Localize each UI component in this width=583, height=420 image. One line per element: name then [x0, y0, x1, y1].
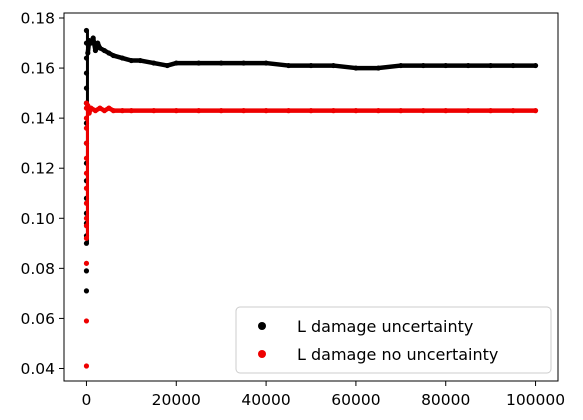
y-tick-label: 0.16	[20, 60, 55, 78]
plot-frame	[63, 12, 559, 382]
legend-box	[235, 306, 552, 374]
data-point	[83, 363, 90, 369]
x-tick-label: 80000	[421, 391, 470, 409]
legend-label-l-damage-no-uncertainty: L damage no uncertainty	[297, 345, 498, 364]
y-tick-label: 0.18	[20, 10, 55, 28]
series-trace-l-damage-no-uncertainty	[85, 103, 538, 116]
data-point	[83, 260, 90, 266]
legend-marker-l-damage-no-uncertainty	[258, 350, 266, 358]
legend-label-l-damage-uncertainty: L damage uncertainty	[297, 317, 473, 336]
data-point	[83, 268, 90, 274]
legend: L damage uncertainty L damage no uncerta…	[235, 306, 552, 374]
series-layer	[83, 27, 539, 369]
legend-marker-l-damage-uncertainty	[258, 322, 266, 330]
y-tick-label: 0.12	[20, 160, 55, 178]
y-tick-label: 0.06	[20, 310, 55, 328]
x-tick-label: 20000	[152, 391, 201, 409]
x-tick-label: 0	[82, 391, 92, 409]
series-l-damage-no-uncertainty	[83, 100, 539, 369]
x-tick-label: 100000	[506, 391, 565, 409]
data-point	[83, 318, 90, 324]
x-tick-label: 40000	[241, 391, 290, 409]
y-tick-label: 0.10	[20, 210, 55, 228]
y-tick-label: 0.08	[20, 260, 55, 278]
y-tick-label: 0.04	[20, 360, 55, 378]
x-tick-label: 60000	[331, 391, 380, 409]
series-trace-l-damage-uncertainty	[85, 35, 538, 71]
y-tick-label: 0.14	[20, 110, 55, 128]
y-axis: 0.04 0.06 0.08 0.10 0.12 0.14 0.16 0.18	[20, 10, 64, 378]
data-point	[83, 288, 90, 294]
x-axis: 0 20000 40000 60000 80000 100000	[82, 381, 565, 409]
